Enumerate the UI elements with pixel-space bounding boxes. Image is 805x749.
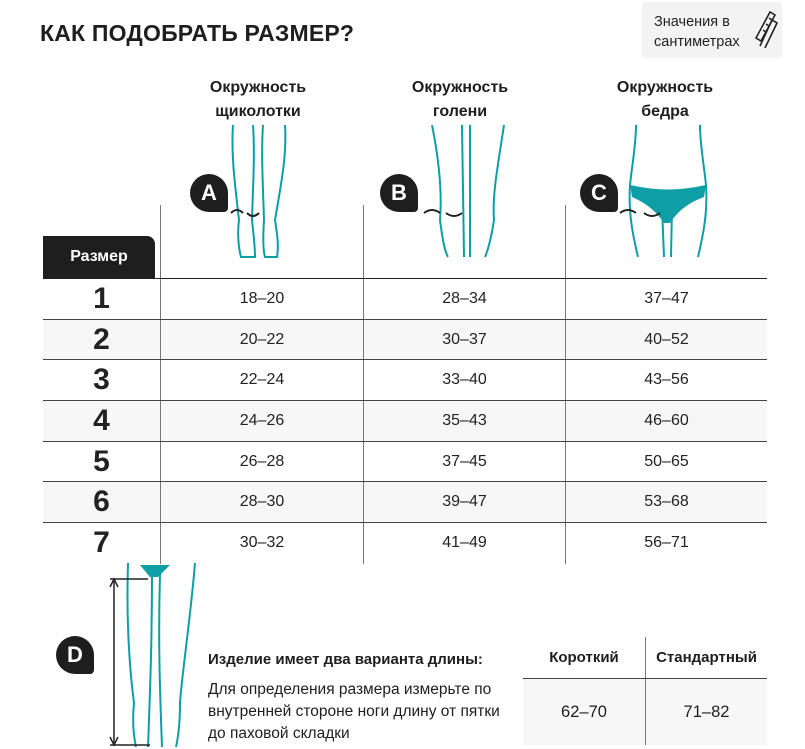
- calf-cell: 39–47: [363, 482, 565, 523]
- units-line-1: Значения в: [654, 14, 730, 30]
- length-table: Короткий Стандартный 62–70 71–82: [523, 637, 767, 745]
- length-description: Для определения размера измерьте по внут…: [208, 681, 500, 742]
- length-value-short: 62–70: [561, 702, 607, 721]
- length-title: Изделие имеет два варианта длины:: [208, 651, 483, 668]
- leg-length-illustration: [109, 563, 196, 748]
- calf-cell: 28–34: [363, 279, 565, 319]
- ankle-cell: 22–24: [160, 360, 363, 401]
- length-table-values: 62–70 71–82: [523, 679, 767, 745]
- table-row: 3 22–24 33–40 43–56: [43, 360, 767, 402]
- calf-cell: 35–43: [363, 401, 565, 441]
- size-header: Размер: [43, 236, 155, 278]
- size-cell: 3: [93, 363, 110, 397]
- units-line-2: сантиметрах: [654, 34, 740, 50]
- calf-cell: 33–40: [363, 360, 565, 401]
- header-line: голени: [432, 103, 488, 120]
- marker-b: B: [380, 174, 418, 212]
- calf-cell: 30–37: [363, 319, 565, 360]
- divider: [363, 205, 364, 278]
- column-header-ankle: Окружность щиколотки: [168, 76, 348, 124]
- marker-c: C: [580, 174, 618, 212]
- header-line: бедра: [641, 103, 689, 120]
- ankle-legs-illustration: [230, 125, 287, 258]
- size-cell: 5: [93, 444, 110, 478]
- thigh-cell: 40–52: [565, 319, 767, 360]
- thigh-cell: 37–47: [565, 279, 767, 319]
- size-table: 1 18–20 28–34 37–47 2 20–22 30–37 40–52 3 22–24 33…: [43, 278, 767, 564]
- calf-cell: 41–49: [363, 523, 565, 564]
- ankle-cell: 28–30: [160, 482, 363, 523]
- table-row: 4 24–26 35–43 46–60: [43, 401, 767, 442]
- units-badge: Значения в сантиметрах: [642, 2, 782, 58]
- measuring-tape-icon: [754, 10, 778, 48]
- thigh-cell: 50–65: [565, 441, 767, 482]
- table-row: 5 26–28 37–45 50–65: [43, 441, 767, 483]
- size-cell: 4: [93, 403, 110, 437]
- divider: [160, 205, 161, 278]
- header-line: Окружность: [411, 79, 509, 96]
- table-row: 6 28–30 39–47 53–68: [43, 482, 767, 524]
- table-row: 1 18–20 28–34 37–47: [43, 279, 767, 320]
- divider: [565, 205, 566, 278]
- size-cell: 2: [93, 322, 110, 356]
- header-line: щиколотки: [215, 103, 301, 120]
- ankle-cell: 20–22: [160, 319, 363, 360]
- column-header-calf: Окружность голени: [370, 76, 550, 124]
- thigh-cell: 43–56: [565, 360, 767, 401]
- header-line: Окружность: [616, 79, 714, 96]
- length-table-header: Короткий Стандартный: [523, 637, 767, 679]
- ankle-cell: 24–26: [160, 401, 363, 441]
- calf-cell: 37–45: [363, 441, 565, 482]
- thigh-illustration: [619, 125, 708, 258]
- header-line: Окружность: [209, 79, 307, 96]
- thigh-cell: 53–68: [565, 482, 767, 523]
- thigh-cell: 46–60: [565, 401, 767, 441]
- calf-legs-illustration: [423, 125, 505, 258]
- size-cell: 6: [93, 485, 110, 519]
- column-header-thigh: Окружность бедра: [575, 76, 755, 124]
- table-row: 2 20–22 30–37 40–52: [43, 319, 767, 361]
- thigh-cell: 56–71: [565, 523, 767, 564]
- table-row: 7 30–32 41–49 56–71: [43, 523, 767, 564]
- ankle-cell: 30–32: [160, 523, 363, 564]
- length-header-standard: Стандартный: [645, 637, 767, 678]
- ankle-cell: 18–20: [160, 279, 363, 319]
- size-cell: 7: [93, 526, 110, 560]
- length-header-short: Короткий: [549, 649, 619, 666]
- page-title: КАК ПОДОБРАТЬ РАЗМЕР?: [40, 20, 355, 46]
- length-value-standard: 71–82: [645, 679, 767, 745]
- size-cell: 1: [93, 281, 110, 315]
- marker-d: D: [56, 636, 94, 674]
- ankle-cell: 26–28: [160, 441, 363, 482]
- marker-a: A: [190, 174, 228, 212]
